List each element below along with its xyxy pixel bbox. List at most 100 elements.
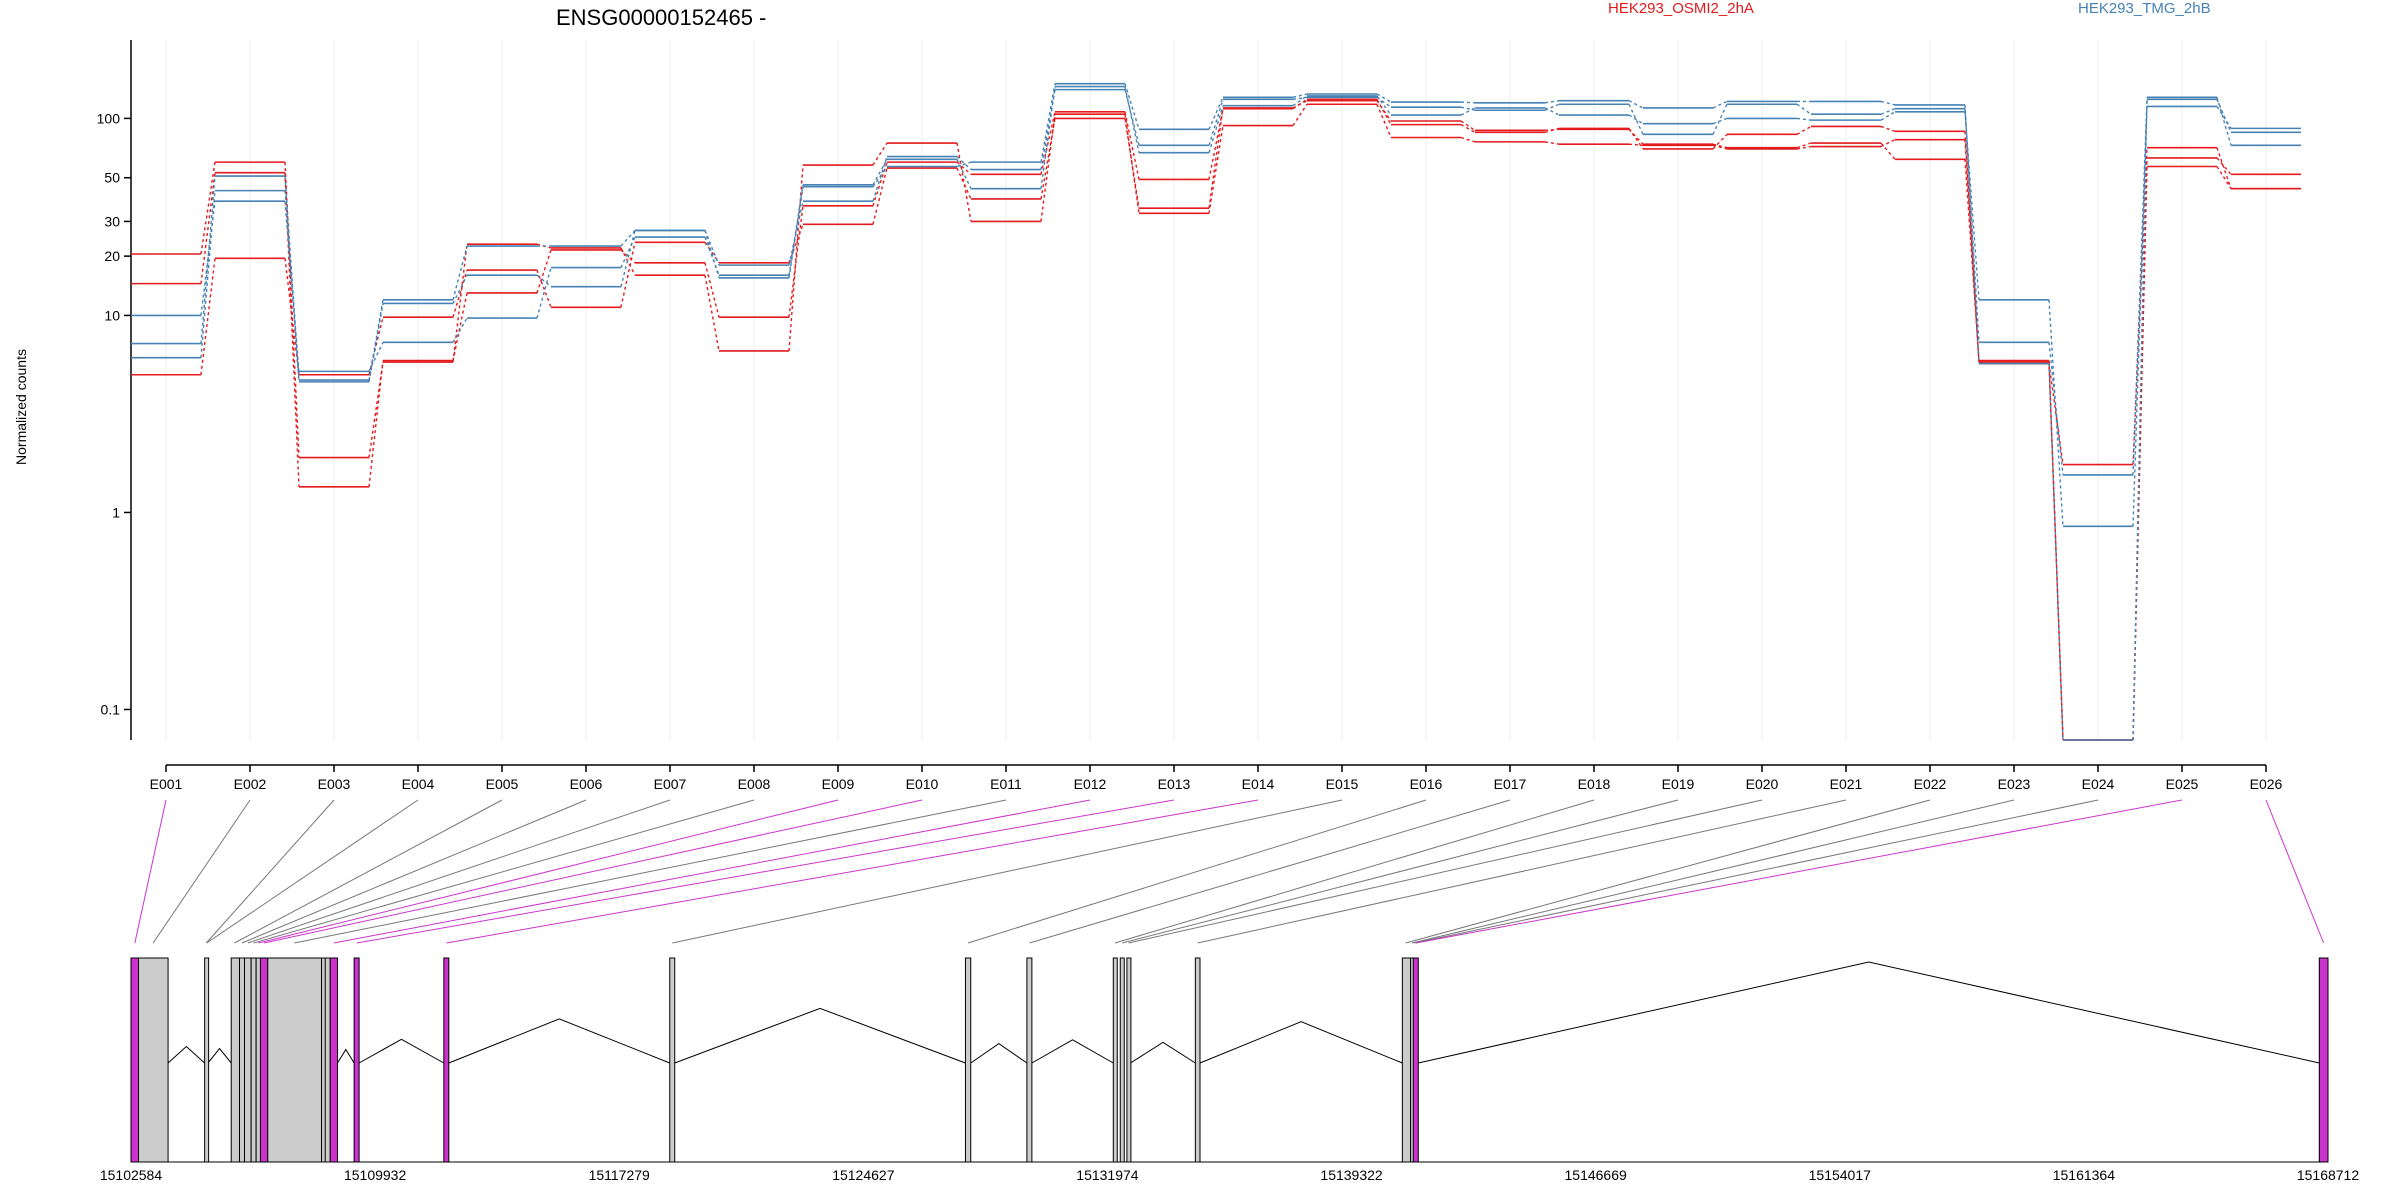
connector-segment (2216, 166, 2232, 190)
exon (204, 957, 210, 1163)
exon-highlighted (259, 957, 269, 1163)
y-axis: 0.1 1 10 20 30 50 100 (97, 40, 132, 740)
connector-segment (872, 167, 888, 225)
coordinate-tick-label: 15139322 (1320, 1167, 1383, 1183)
y-axis-label: Normalized counts (13, 349, 29, 465)
legend-item-tmg: HEK293_TMG_2hB (2078, 0, 2211, 17)
connector-segment (1964, 104, 1980, 364)
connector-segment (872, 156, 888, 202)
connector-segment (1292, 103, 1308, 126)
exon-link (1414, 799, 2099, 944)
coordinate-tick-label: 15109932 (344, 1167, 407, 1183)
connector-segment (1376, 95, 1392, 116)
exon-highlighted (2318, 957, 2329, 1163)
connector-segment (1460, 107, 1476, 116)
connector-segment (1040, 118, 1056, 200)
exon-label: E012 (1074, 776, 1107, 792)
exon-label: E016 (1410, 776, 1443, 792)
exon-label: E015 (1326, 776, 1359, 792)
connector-segment (200, 258, 216, 375)
exon-link (206, 799, 419, 944)
connector-segment (200, 175, 216, 344)
connector-segment (1208, 105, 1224, 153)
intron (358, 1038, 445, 1064)
y-tick-label: 50 (104, 170, 120, 186)
series-2 (131, 98, 2301, 488)
exon-link (1415, 799, 2183, 944)
connector-segment (1880, 111, 1896, 121)
coordinate-tick-label: 15154017 (1809, 1167, 1872, 1183)
intron (337, 1048, 355, 1064)
exon-link (1114, 799, 1595, 944)
connector-segment (1040, 111, 1056, 175)
connector-segment (1460, 101, 1476, 104)
exon-link (967, 799, 1427, 944)
exon (239, 957, 245, 1163)
exon-label: E021 (1830, 776, 1863, 792)
connector-segment (1460, 136, 1476, 143)
exon-highlighted (130, 957, 140, 1163)
connector-segment (1964, 131, 1980, 364)
coordinate-tick-label: 15124627 (832, 1167, 895, 1183)
connector-segment (452, 292, 468, 361)
connector-segment (1208, 99, 1224, 146)
y-tick-label: 0.1 (101, 701, 121, 717)
exon-link (258, 799, 839, 944)
connector-segment (536, 267, 552, 319)
exon-label: E008 (738, 776, 771, 792)
connector-segment (1544, 99, 1560, 104)
exon (324, 957, 331, 1163)
exon (1126, 957, 1132, 1163)
exon-link (294, 799, 1007, 944)
connector-segment (2048, 363, 2064, 741)
coordinate-tick-label: 15168712 (2297, 1167, 2360, 1183)
connector-segment (1712, 143, 1728, 149)
connector-segment (1880, 100, 1896, 106)
legend-item-osmi2: HEK293_OSMI2_2hA (1608, 0, 1754, 17)
connector-segment (1628, 127, 1644, 150)
exon (138, 957, 169, 1163)
coordinate-tick-label: 15146669 (1565, 1167, 1628, 1183)
connector-segment (1544, 103, 1560, 111)
connector-segment (620, 242, 636, 308)
connector-segment (1880, 108, 1896, 115)
connector-segment (536, 249, 552, 294)
connector-segment (452, 244, 468, 363)
connector-segment (1964, 139, 1980, 363)
connector-segment (1292, 95, 1308, 107)
exon (1194, 957, 1201, 1163)
connector-segment (2132, 157, 2148, 741)
y-tick-label: 30 (104, 213, 120, 229)
connector-segment (284, 190, 300, 382)
intron (970, 1042, 1028, 1064)
series-3 (131, 99, 2301, 741)
connector-segment (368, 361, 384, 458)
exon-link (1411, 799, 2015, 944)
connector-segment (200, 201, 216, 316)
connector-segment (200, 172, 216, 284)
connector-segment (1460, 120, 1476, 131)
series-6 (131, 82, 2301, 741)
connector-segment (1292, 93, 1308, 98)
connector-segment (1376, 93, 1392, 103)
connector-segment (2048, 299, 2064, 527)
exon-label: E006 (570, 776, 603, 792)
exon (1119, 957, 1125, 1163)
connector-segment (704, 230, 720, 266)
exon-label: E017 (1494, 776, 1527, 792)
connector-segment (1124, 86, 1140, 153)
exon (964, 957, 972, 1163)
series-lines (131, 82, 2301, 741)
exon (250, 957, 257, 1163)
y-tick-label: 100 (97, 110, 121, 126)
connector-segment (1544, 141, 1560, 145)
connector-segment (200, 190, 216, 358)
exon-link (152, 799, 251, 944)
connector-segment (1712, 100, 1728, 109)
genomic-coordinate-axis: 15102584 15109932 15117279 15124627 15131974… (100, 1161, 2360, 1183)
connector-segment (1040, 83, 1056, 163)
connector-segment (788, 164, 804, 352)
exon-label: E011 (990, 776, 1022, 792)
connector-segment (2132, 106, 2148, 527)
connector-segment (1208, 125, 1224, 214)
